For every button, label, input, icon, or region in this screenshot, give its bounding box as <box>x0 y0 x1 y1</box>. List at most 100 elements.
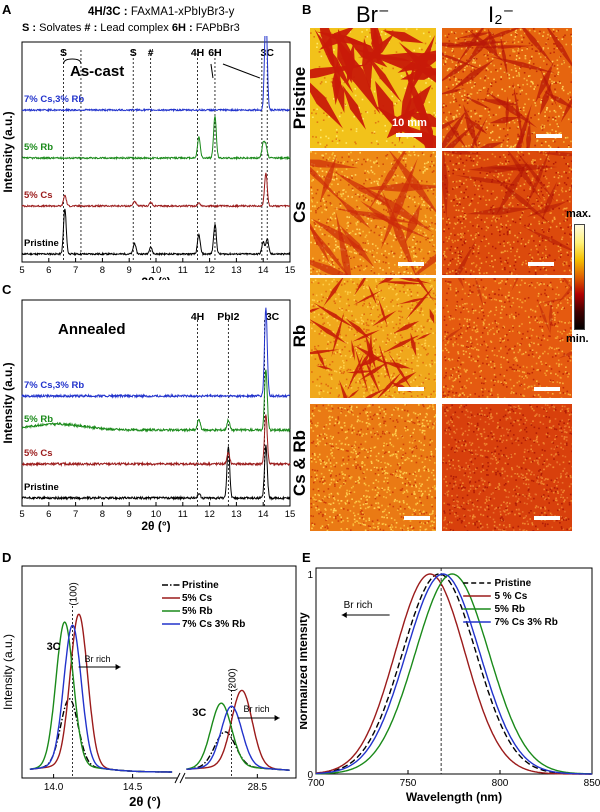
map-crystal <box>400 68 436 80</box>
map-speckle <box>333 179 335 181</box>
map-speckle <box>485 120 488 123</box>
map-speckle <box>481 318 483 321</box>
map-speckle <box>317 282 320 284</box>
map-speckle <box>433 422 435 424</box>
map-speckle <box>482 321 485 324</box>
map-speckle <box>468 155 470 157</box>
map-speckle <box>394 391 396 393</box>
map-speckle <box>494 380 496 383</box>
map-speckle <box>469 202 472 205</box>
map-speckle <box>414 255 416 257</box>
map-speckle <box>327 391 329 394</box>
map-speckle <box>404 236 406 239</box>
map-speckle <box>478 364 481 367</box>
map-speckle <box>351 175 353 177</box>
map-speckle <box>348 184 350 186</box>
map-speckle <box>361 314 363 316</box>
map-speckle <box>539 66 542 69</box>
map-speckle <box>558 256 561 259</box>
map-crystal <box>560 98 572 123</box>
map-speckle <box>455 115 458 118</box>
map-speckle <box>357 265 359 268</box>
map-speckle <box>391 163 394 166</box>
map-speckle <box>327 218 329 221</box>
map-speckle <box>360 443 362 446</box>
map-speckle <box>354 88 356 90</box>
map-speckle <box>430 328 432 330</box>
map-speckle <box>427 426 429 428</box>
map-crystal <box>310 223 331 265</box>
map-speckle <box>403 284 406 287</box>
map-speckle <box>556 67 559 70</box>
map-speckle <box>420 307 423 310</box>
map-speckle <box>434 114 436 116</box>
map-speckle <box>318 66 321 68</box>
map-speckle <box>333 300 336 303</box>
map-speckle <box>538 302 541 305</box>
map-speckle <box>521 214 523 216</box>
map-speckle <box>367 490 369 492</box>
map-speckle <box>494 280 497 283</box>
map-speckle <box>311 469 314 471</box>
map-crystal <box>353 290 382 306</box>
map-speckle <box>571 35 572 37</box>
map-speckle <box>386 462 389 465</box>
map-speckle <box>471 303 473 306</box>
map-speckle <box>470 291 473 293</box>
map-speckle <box>472 247 474 249</box>
map-speckle <box>536 320 538 322</box>
map-speckle <box>460 233 462 235</box>
map-speckle <box>355 303 358 306</box>
map-speckle <box>533 131 536 134</box>
map-speckle <box>553 191 555 194</box>
map-speckle <box>459 221 462 223</box>
map-speckle <box>531 203 534 205</box>
map-speckle <box>518 159 521 161</box>
map-speckle <box>446 57 448 60</box>
map-speckle <box>503 397 506 398</box>
map-speckle <box>428 373 430 375</box>
map-speckle <box>312 293 315 296</box>
map-speckle <box>377 375 380 377</box>
map-speckle <box>421 198 423 200</box>
map-speckle <box>348 326 350 329</box>
map-speckle <box>431 440 433 442</box>
map-speckle <box>434 487 436 489</box>
map-speckle <box>508 314 511 317</box>
map-speckle <box>414 260 416 263</box>
legend-label-7-cs-3-rb: 7% Cs 3% Rb <box>494 617 557 628</box>
map-speckle <box>544 141 547 143</box>
map-speckle <box>431 487 434 490</box>
map-speckle <box>312 305 315 308</box>
map-speckle <box>364 340 366 343</box>
annotation-200: (200) <box>228 668 239 691</box>
map-speckle <box>511 297 514 299</box>
map-speckle <box>475 233 477 235</box>
map-speckle <box>493 124 495 127</box>
map-speckle <box>353 334 356 336</box>
map-speckle <box>490 85 493 87</box>
map-speckle <box>333 191 335 194</box>
map-speckle <box>448 396 450 398</box>
map-speckle <box>336 319 339 322</box>
map-speckle <box>485 358 488 360</box>
map-speckle <box>411 513 414 516</box>
map-speckle <box>322 438 324 440</box>
map-speckle <box>422 257 425 260</box>
map-speckle <box>462 232 464 235</box>
map-speckle <box>342 396 345 398</box>
map-speckle <box>381 351 384 353</box>
map-speckle <box>537 292 540 295</box>
map-speckle <box>352 370 355 372</box>
map-speckle <box>311 180 313 182</box>
map-speckle <box>451 50 453 52</box>
map-speckle <box>432 228 434 230</box>
map-speckle <box>336 387 338 389</box>
map-speckle <box>460 333 462 335</box>
map-speckle <box>452 368 454 370</box>
map-col-label-i: I₂⁻ <box>488 2 515 27</box>
map-speckle <box>566 29 568 31</box>
map-speckle <box>528 337 531 339</box>
map-speckle <box>464 318 466 320</box>
map-speckle <box>524 55 527 57</box>
